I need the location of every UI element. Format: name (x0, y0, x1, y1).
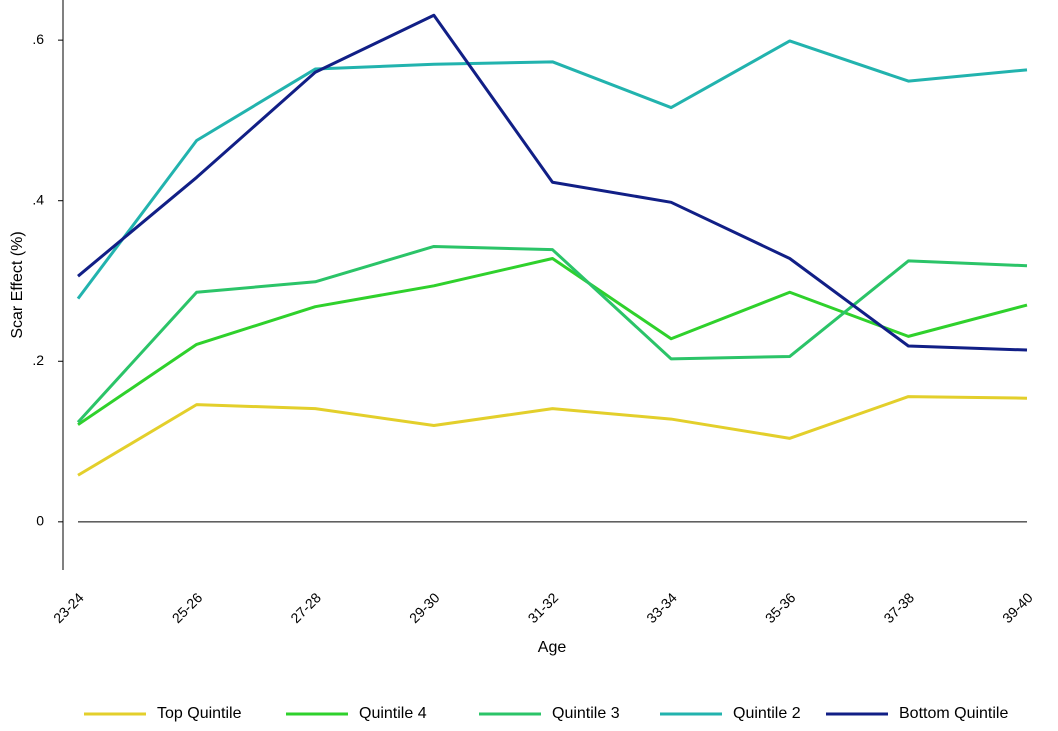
y-tick-label: .2 (32, 352, 44, 368)
series-line (76, 39, 1028, 300)
y-axis-label: Scar Effect (%) (9, 231, 26, 338)
x-tick-label: 23-24 (50, 589, 87, 626)
series-line (76, 244, 1028, 424)
legend-label: Quintile 2 (733, 705, 801, 722)
x-tick-label: 37-38 (880, 589, 917, 626)
x-tick-label: 39-40 (999, 589, 1036, 626)
x-tick-label: 29-30 (406, 589, 443, 626)
y-tick-label: 0 (36, 513, 44, 529)
x-tick-label: 27-28 (287, 589, 324, 626)
series-line (77, 395, 1028, 477)
series-line (77, 257, 1028, 426)
legend-label: Quintile 4 (359, 705, 427, 722)
y-tick-label: .4 (32, 191, 44, 207)
series-line (77, 13, 1028, 352)
x-tick-label: 35-36 (762, 589, 799, 626)
legend-label: Top Quintile (157, 705, 242, 722)
legend-label: Quintile 3 (552, 705, 620, 722)
y-tick-label: .6 (32, 31, 44, 47)
x-tick-label: 25-26 (169, 589, 206, 626)
x-axis-label: Age (538, 639, 567, 656)
x-tick-label: 33-34 (643, 589, 680, 626)
legend-label: Bottom Quintile (899, 705, 1008, 722)
x-tick-label: 31-32 (525, 589, 562, 626)
